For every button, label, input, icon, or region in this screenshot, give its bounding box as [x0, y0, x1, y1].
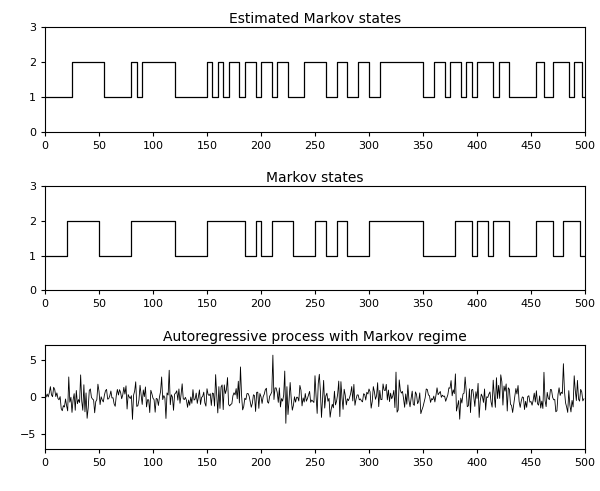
Title: Markov states: Markov states [266, 171, 364, 185]
Title: Estimated Markov states: Estimated Markov states [229, 12, 401, 26]
Title: Autoregressive process with Markov regime: Autoregressive process with Markov regim… [163, 329, 467, 344]
